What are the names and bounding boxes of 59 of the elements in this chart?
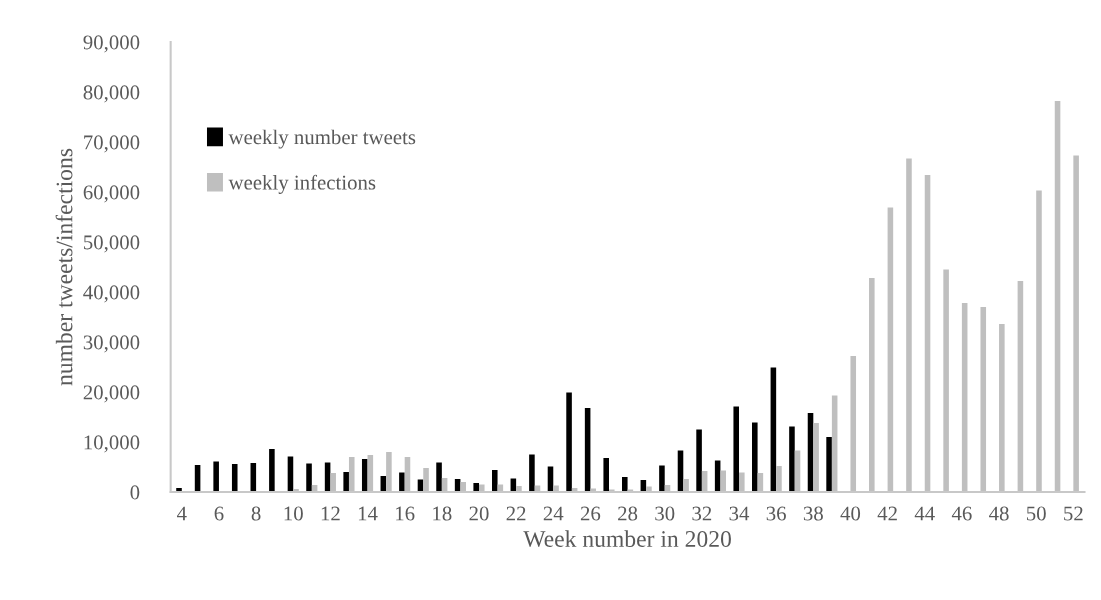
x-tick-label: 4 — [177, 506, 187, 521]
bar — [436, 462, 442, 492]
x-tick-label: 12 — [321, 506, 340, 521]
y-tick-label: 0 — [130, 485, 140, 500]
x-tick-label: 24 — [543, 506, 564, 521]
x-tick-label: 52 — [1064, 506, 1083, 521]
y-tick-label: 30,000 — [83, 335, 140, 353]
y-axis-title: number tweets/infections — [55, 148, 73, 386]
bar — [231, 464, 238, 492]
bar — [603, 458, 609, 492]
bar — [361, 459, 368, 492]
x-tick-label: 50 — [1026, 506, 1046, 521]
x-tick-label: 42 — [877, 506, 897, 521]
x-tick-label: 28 — [618, 506, 638, 521]
x-tick-label: 10 — [284, 506, 303, 521]
bar — [826, 437, 832, 492]
x-tick-label: 16 — [396, 506, 415, 521]
x-tick-label: 18 — [433, 506, 452, 521]
bar — [306, 463, 312, 492]
bar — [696, 429, 702, 492]
x-tick-label: 36 — [766, 506, 786, 521]
x-tick-label: 20 — [469, 506, 489, 521]
y-tick-label: 20,000 — [83, 385, 140, 403]
x-tick-label: 26 — [580, 506, 601, 521]
legend-label: weekly infections — [228, 174, 376, 194]
y-tick-label: 90,000 — [83, 35, 140, 53]
x-tick-label: 32 — [692, 506, 712, 521]
bar — [529, 454, 535, 492]
bar — [789, 426, 795, 492]
x-tick-label: 48 — [989, 506, 1009, 521]
bar — [622, 477, 628, 492]
x-tick-label: 44 — [914, 506, 935, 521]
bar — [733, 406, 740, 492]
y-tick-label: 40,000 — [83, 285, 140, 303]
bar — [269, 449, 275, 492]
x-tick-label: 34 — [729, 506, 750, 521]
x-tick-label: 46 — [951, 506, 972, 521]
x-tick-label: 8 — [251, 506, 261, 521]
bar — [566, 392, 572, 492]
x-tick-label: 40 — [840, 506, 861, 521]
y-tick-label: 10,000 — [84, 435, 140, 453]
bar — [343, 472, 349, 492]
bar — [213, 461, 219, 492]
x-tick-label: 14 — [358, 506, 378, 521]
bar — [473, 483, 479, 492]
bar — [752, 422, 758, 492]
bar — [399, 472, 405, 492]
legend-label: weekly number tweets — [228, 129, 416, 149]
y-tick-label: 60,000 — [83, 185, 140, 203]
y-tick-label: 70,000 — [84, 135, 140, 153]
x-axis-title: Week number in 2020 — [523, 530, 731, 548]
x-tick-label: 6 — [214, 506, 224, 521]
bar — [659, 465, 665, 492]
x-tick-label: 22 — [506, 506, 526, 521]
x-tick-label: 38 — [803, 506, 823, 521]
y-tick-label: 80,000 — [83, 85, 140, 103]
x-tick-label: 30 — [655, 506, 675, 521]
y-tick-label: 50,000 — [84, 235, 140, 253]
bar — [491, 470, 498, 492]
